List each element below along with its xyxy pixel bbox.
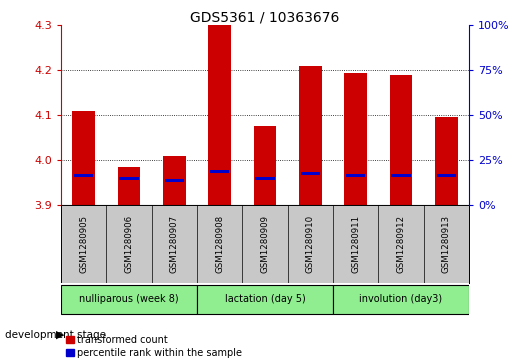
Bar: [390, 75, 412, 205]
Text: nulliparous (week 8): nulliparous (week 8): [79, 294, 179, 305]
Bar: [255, 176, 275, 180]
Text: GSM1280905: GSM1280905: [79, 215, 88, 273]
Bar: [299, 66, 322, 205]
Bar: [301, 172, 320, 175]
Text: GSM1280907: GSM1280907: [170, 215, 179, 273]
Text: development stage: development stage: [5, 330, 107, 340]
Text: GSM1280912: GSM1280912: [396, 215, 405, 273]
Bar: [165, 179, 184, 182]
FancyBboxPatch shape: [61, 285, 197, 314]
Text: involution (day3): involution (day3): [359, 294, 443, 305]
Text: GSM1280906: GSM1280906: [125, 215, 134, 273]
Bar: [391, 174, 411, 178]
Text: lactation (day 5): lactation (day 5): [225, 294, 305, 305]
Bar: [437, 174, 456, 178]
FancyBboxPatch shape: [333, 285, 469, 314]
Bar: [210, 170, 229, 173]
Text: GSM1280910: GSM1280910: [306, 215, 315, 273]
Bar: [254, 126, 276, 205]
Legend: transformed count, percentile rank within the sample: transformed count, percentile rank withi…: [66, 335, 243, 358]
Bar: [435, 118, 458, 205]
Text: ▶: ▶: [56, 330, 64, 340]
Bar: [74, 174, 93, 178]
Text: GSM1280913: GSM1280913: [442, 215, 451, 273]
Title: GDS5361 / 10363676: GDS5361 / 10363676: [190, 10, 340, 24]
Bar: [344, 73, 367, 205]
FancyBboxPatch shape: [197, 285, 333, 314]
Text: GSM1280911: GSM1280911: [351, 215, 360, 273]
Bar: [346, 174, 365, 178]
Text: GSM1280909: GSM1280909: [261, 215, 269, 273]
Bar: [163, 156, 186, 205]
Bar: [208, 25, 231, 205]
Text: GSM1280908: GSM1280908: [215, 215, 224, 273]
Bar: [118, 167, 140, 205]
Bar: [119, 176, 139, 180]
Bar: [72, 111, 95, 205]
